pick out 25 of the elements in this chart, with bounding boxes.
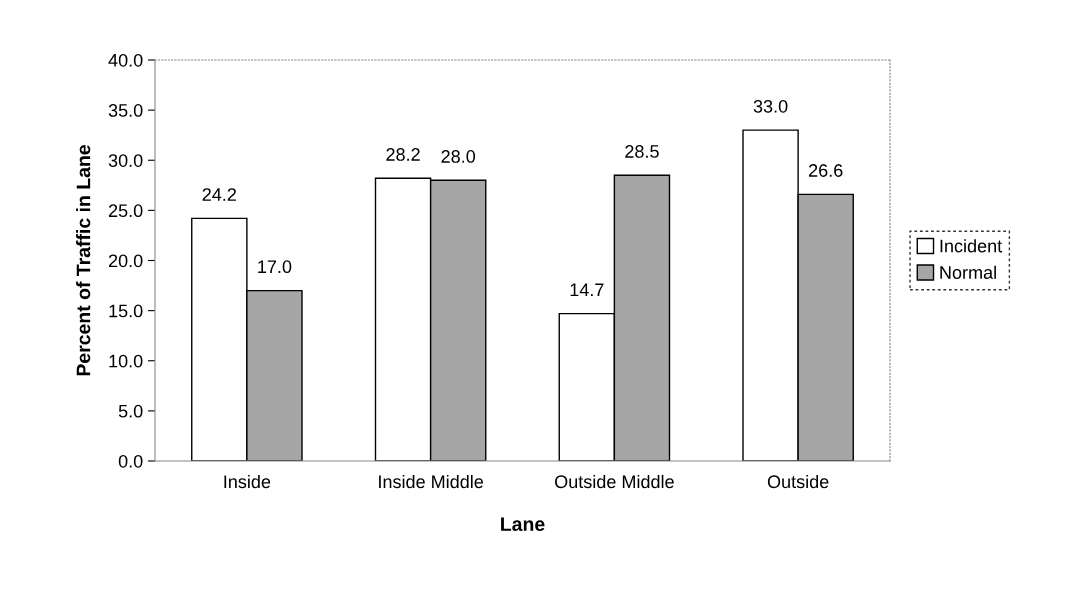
y-tick-label: 15.0 xyxy=(109,304,143,318)
y-tick-label: 35.0 xyxy=(108,104,143,117)
y-axis-title: Percent of Traffic in Lane xyxy=(76,145,91,376)
y-tick-label: 0.0 xyxy=(118,454,143,468)
x-axis-title: Lane xyxy=(501,517,545,531)
x-tick-label: Outside xyxy=(767,474,829,489)
y-tick-label: 5.0 xyxy=(118,404,143,418)
y-tick-label: 25.0 xyxy=(108,204,143,218)
y-tick-label: 40.0 xyxy=(108,53,143,67)
legend-label: Incident xyxy=(940,239,1003,253)
y-tick-label: 20.0 xyxy=(108,254,143,268)
text: 24.2 xyxy=(202,188,236,201)
text: 28.2 xyxy=(386,148,420,161)
x-tick-label: Outside Middle xyxy=(555,474,674,489)
y-tick-label: 30.0 xyxy=(108,154,143,167)
text: 14.7 xyxy=(570,283,604,296)
text: 28.5 xyxy=(625,145,659,158)
x-tick-label: Inside Middle xyxy=(379,474,484,489)
y-tick-label: 10.0 xyxy=(109,354,143,368)
legend-label: Normal xyxy=(940,265,996,279)
text: 28.0 xyxy=(441,150,476,163)
text: 33.0 xyxy=(753,99,788,113)
x-tick-label: Inside xyxy=(224,474,271,489)
text: 26.6 xyxy=(809,164,843,177)
text: 17.0 xyxy=(258,260,292,274)
